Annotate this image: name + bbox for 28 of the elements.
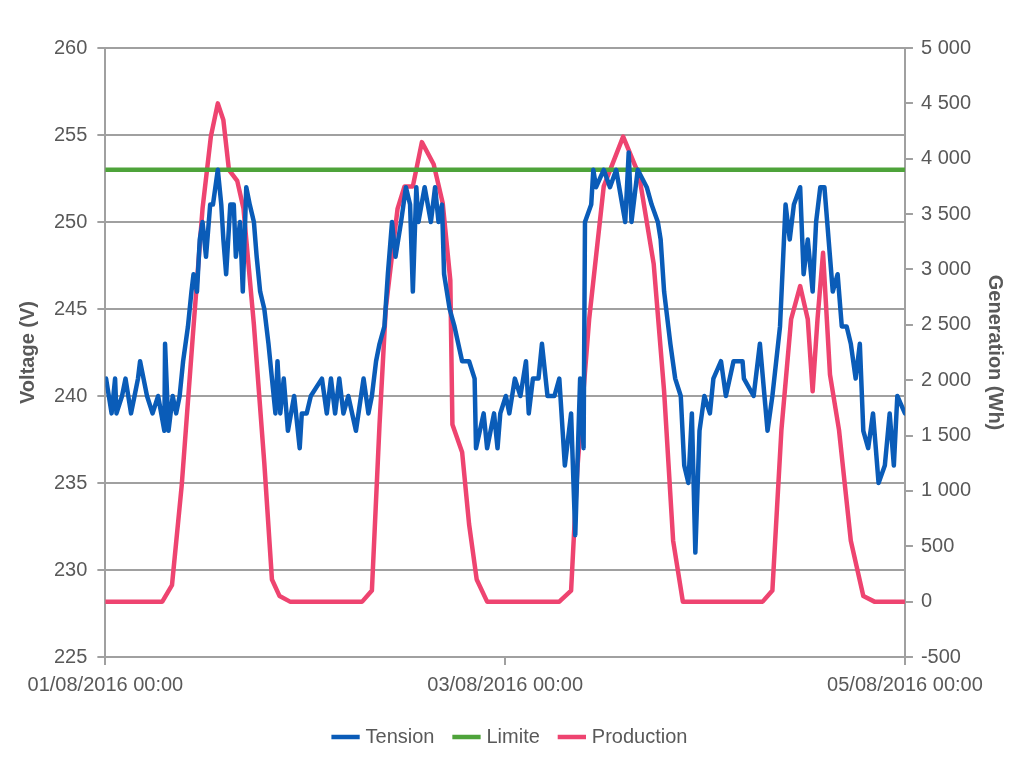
x-tick-label: 05/08/2016 00:00 bbox=[827, 672, 983, 695]
y2-tick-label: 0 bbox=[920, 589, 933, 612]
y-tick-label: 260 bbox=[53, 35, 88, 58]
y-tick-label: 235 bbox=[53, 470, 88, 493]
legend-label: Limite bbox=[486, 724, 540, 747]
y2-tick-label: 2 500 bbox=[920, 312, 972, 335]
y2-tick-label: 3 500 bbox=[920, 201, 972, 224]
y2-tick-label: 1 000 bbox=[920, 478, 972, 501]
legend-label: Production bbox=[591, 724, 688, 747]
x-tick-label: 03/08/2016 00:00 bbox=[427, 672, 584, 695]
y2-axis-title: Generation (Wh) bbox=[985, 274, 1008, 431]
y2-tick-label: 4 000 bbox=[920, 146, 972, 169]
legend-label: Tension bbox=[365, 724, 435, 747]
y-tick-label: 255 bbox=[53, 122, 88, 145]
y2-tick-label: 1 500 bbox=[920, 423, 972, 446]
y2-tick-label: 500 bbox=[920, 533, 955, 556]
y2-tick-label: 2 000 bbox=[920, 367, 972, 390]
y-tick-label: 250 bbox=[53, 209, 88, 232]
y-tick-label: 230 bbox=[53, 557, 88, 580]
y2-tick-label: 3 000 bbox=[920, 256, 972, 279]
y-tick-label: 245 bbox=[53, 296, 88, 319]
y2-tick-label: 5 000 bbox=[920, 35, 972, 58]
y-axis-title: Voltage (V) bbox=[15, 301, 38, 404]
x-tick-label: 01/08/2016 00:00 bbox=[27, 672, 184, 695]
y-tick-label: 240 bbox=[53, 383, 88, 406]
y-tick-label: 225 bbox=[53, 644, 88, 667]
y2-tick-label: 4 500 bbox=[920, 90, 972, 113]
y2-tick-label: -500 bbox=[920, 644, 961, 667]
